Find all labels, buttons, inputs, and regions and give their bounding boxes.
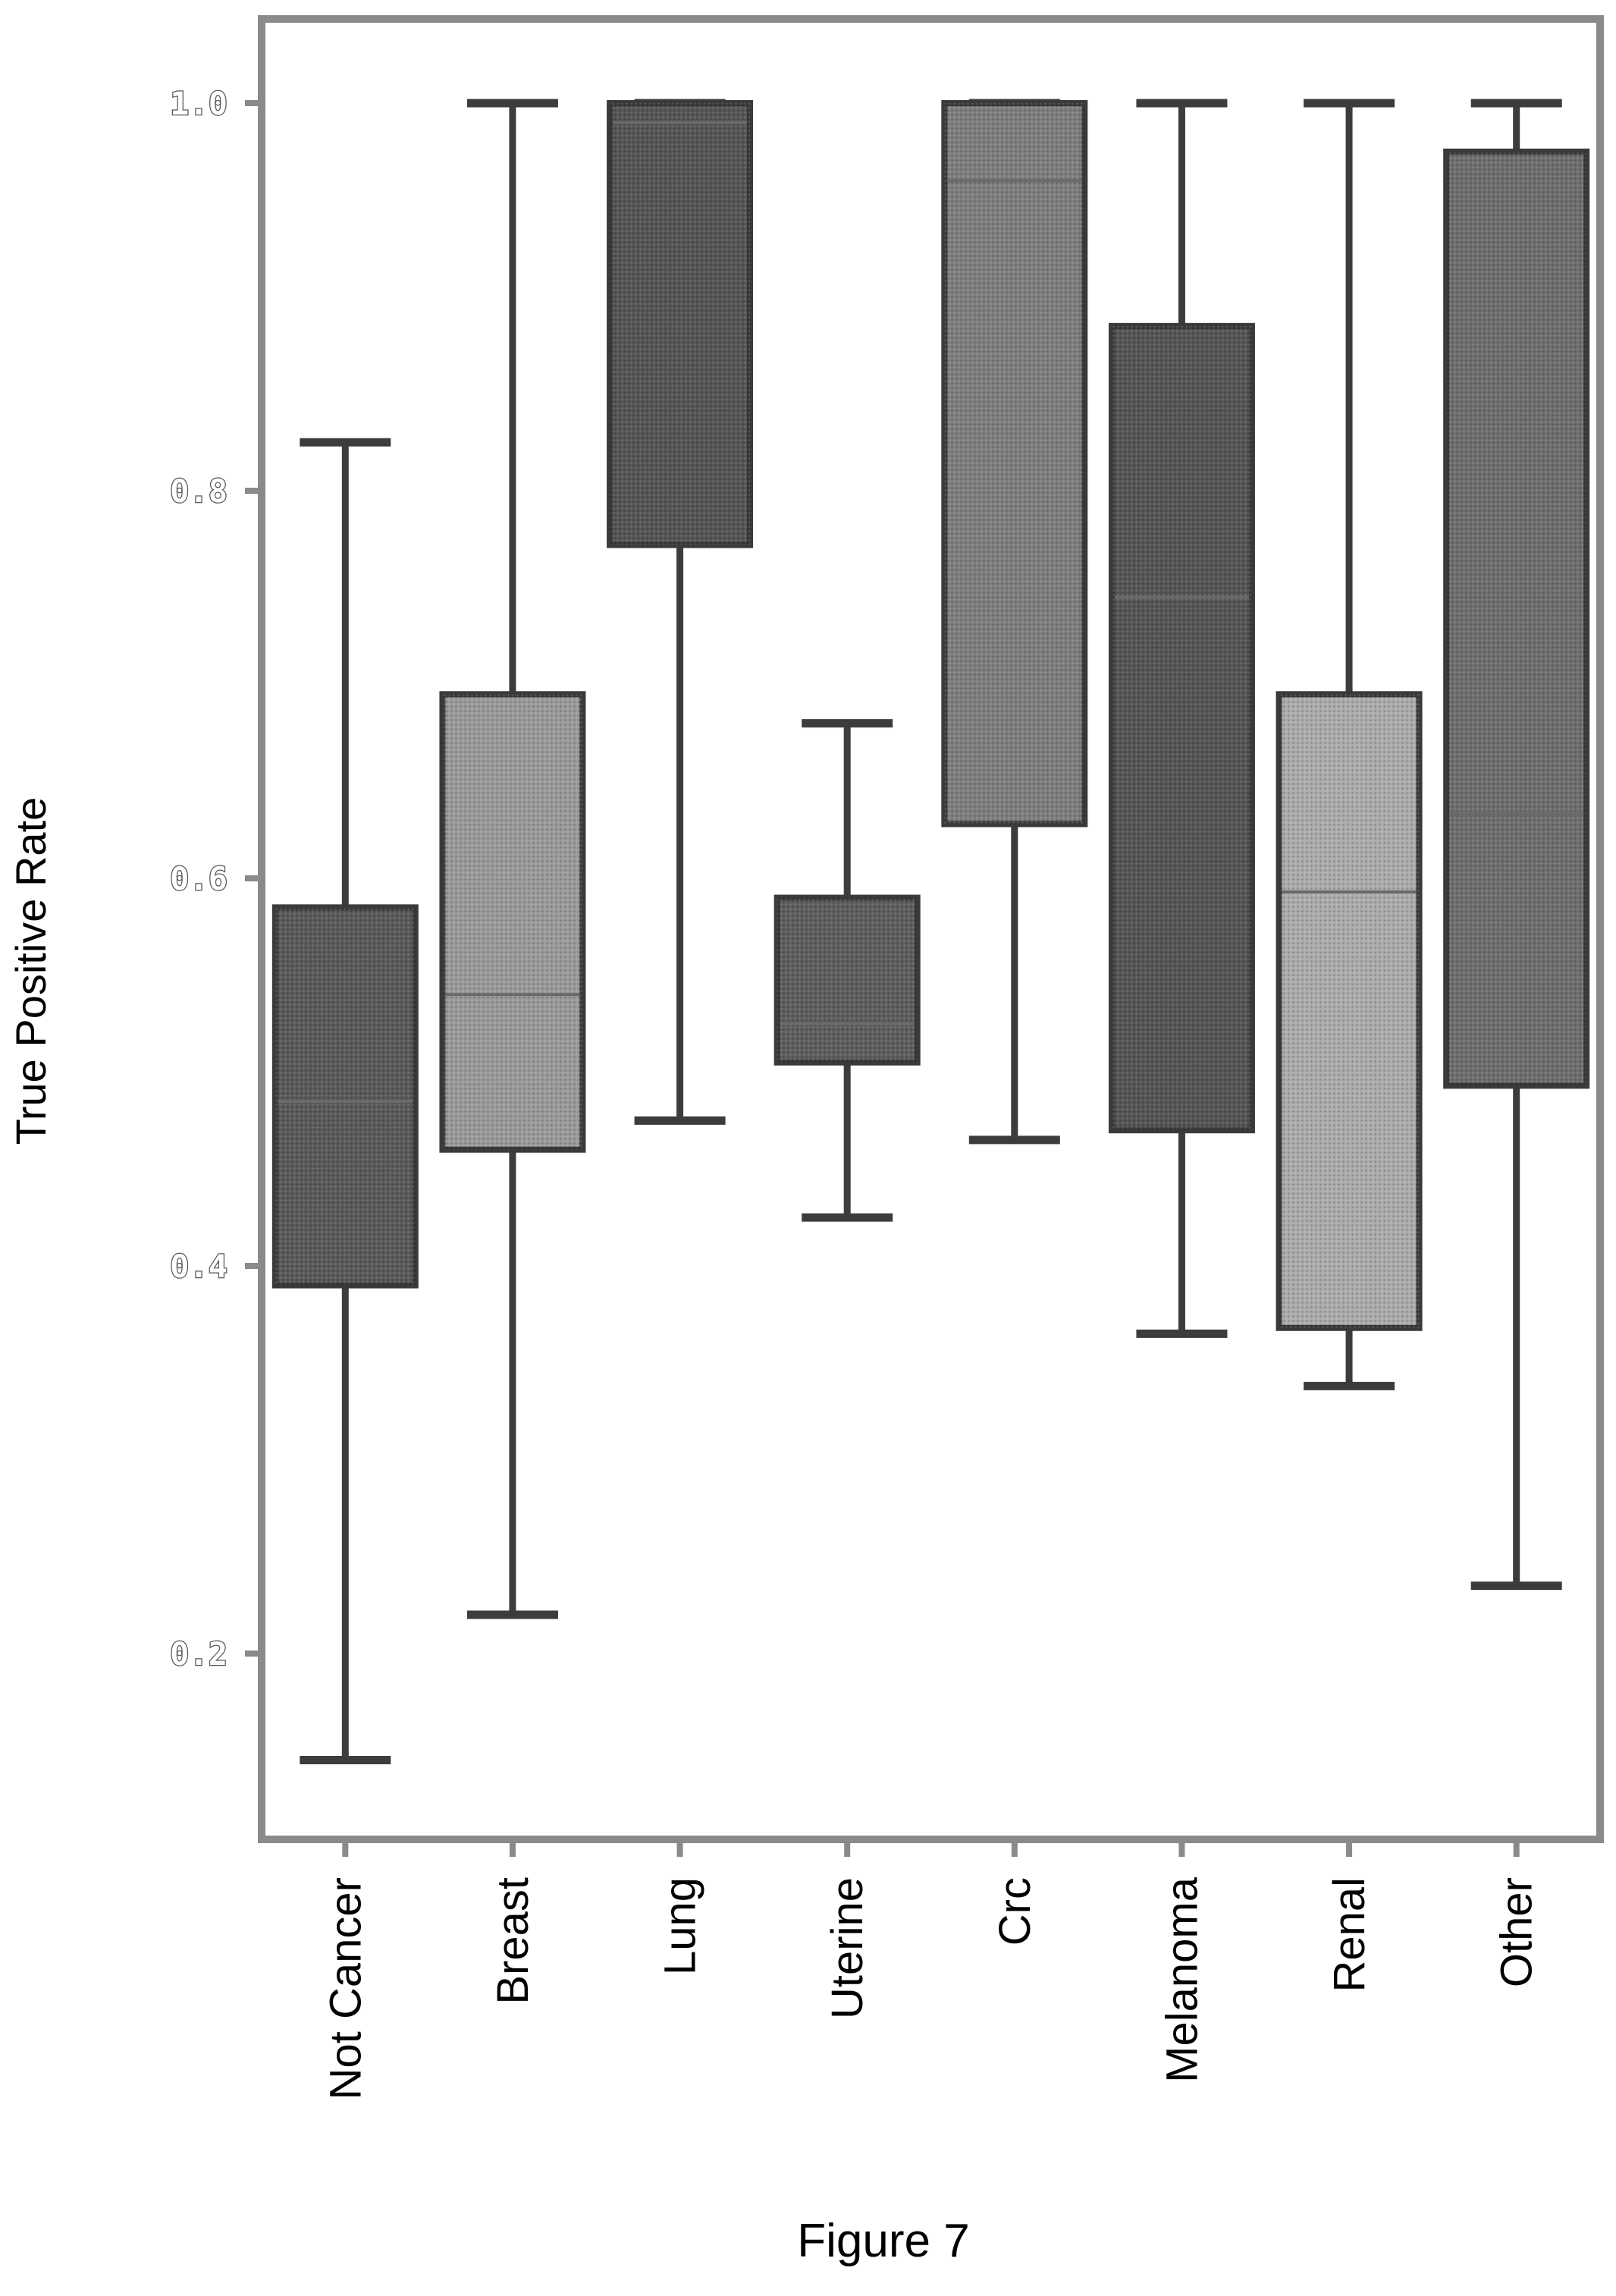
x-tick-label: Lung bbox=[656, 1877, 705, 1975]
y-axis: 0.2 0.4 0.6 0.8 1.0 bbox=[169, 84, 260, 1673]
y-axis-title: True Positive Rate bbox=[7, 797, 55, 1145]
x-tick-label: Not Cancer bbox=[321, 1877, 370, 2100]
box-lung bbox=[607, 99, 754, 1125]
box-uterine bbox=[773, 719, 921, 1222]
x-tick-label: Uterine bbox=[823, 1877, 872, 2019]
x-tick-label: Breast bbox=[488, 1877, 538, 2005]
box-texture bbox=[1446, 151, 1587, 1086]
figure-caption: Figure 7 bbox=[797, 2215, 969, 2267]
x-tick-label: Melanoma bbox=[1157, 1877, 1207, 2083]
box-renal bbox=[1276, 99, 1423, 1390]
y-tick-label: 0.6 bbox=[170, 860, 227, 897]
x-tick-label: Crc bbox=[990, 1877, 1040, 1946]
y-tick-label: 0.2 bbox=[170, 1635, 227, 1673]
y-tick-label: 0.4 bbox=[170, 1248, 227, 1285]
box-texture bbox=[610, 103, 751, 545]
plot-frame bbox=[258, 15, 1604, 1843]
box-breast bbox=[439, 99, 586, 1619]
box-texture bbox=[275, 907, 416, 1286]
box-crc bbox=[941, 99, 1088, 1145]
x-tick-label: Renal bbox=[1325, 1877, 1374, 1993]
box-texture bbox=[1111, 325, 1252, 1131]
box-series bbox=[271, 99, 1590, 1765]
x-axis: Not Cancer Breast Lung Uterine Crc Melanoma Re… bbox=[321, 1839, 1542, 2100]
box-not-cancer bbox=[271, 438, 419, 1765]
y-tick-label: 1.0 bbox=[170, 85, 227, 122]
box-other bbox=[1443, 99, 1590, 1591]
box-texture bbox=[442, 694, 583, 1150]
box-texture bbox=[944, 103, 1085, 824]
y-tick-label: 0.8 bbox=[170, 473, 227, 510]
box-texture bbox=[1279, 694, 1420, 1328]
x-tick-label: Other bbox=[1492, 1877, 1542, 1987]
box-melanoma bbox=[1108, 99, 1255, 1338]
box-texture bbox=[777, 897, 918, 1063]
